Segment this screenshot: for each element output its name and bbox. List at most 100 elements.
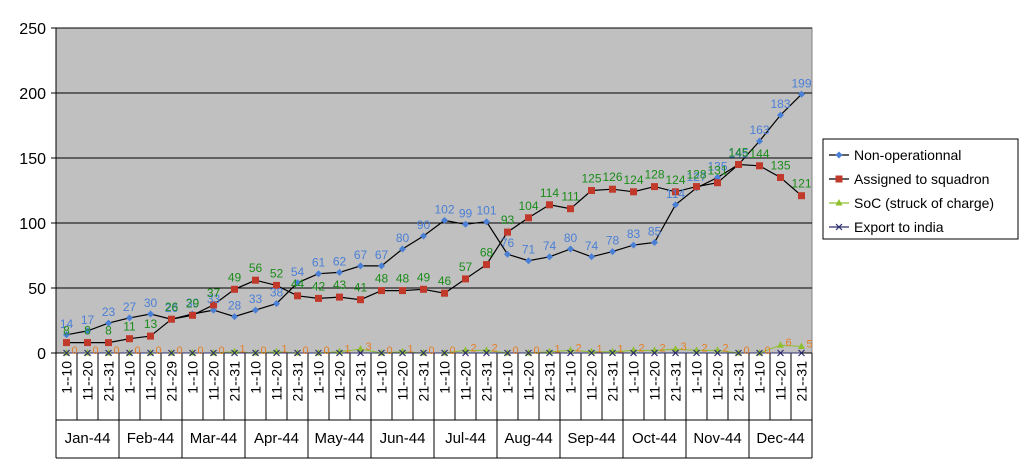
data-point-assigned — [357, 296, 364, 304]
data-point-export — [756, 349, 763, 357]
data-point-export — [147, 349, 154, 357]
data-label-non-operational: 80 — [564, 231, 578, 245]
data-point-assigned — [399, 287, 406, 295]
data-label-non-operational: 76 — [501, 236, 515, 250]
data-point-non-operational — [336, 268, 343, 276]
data-point-assigned — [126, 335, 133, 343]
data-point-assigned — [756, 162, 763, 170]
month-label: Aug-44 — [504, 430, 552, 447]
data-label-non-operational: 78 — [606, 234, 620, 248]
data-point-assigned — [147, 332, 154, 340]
x-tick-label: 11--20 — [773, 361, 789, 401]
data-label-assigned: 49 — [417, 270, 431, 284]
data-point-export — [315, 349, 322, 357]
data-label-assigned: 124 — [623, 173, 643, 187]
legend-label: Export to india — [854, 219, 944, 235]
data-label-soc: 0 — [135, 345, 141, 357]
data-point-assigned — [651, 183, 658, 191]
data-point-soc — [357, 345, 364, 352]
data-label-assigned: 56 — [249, 261, 263, 275]
data-label-non-operational: 135 — [707, 160, 727, 174]
data-point-export — [693, 349, 700, 357]
data-point-assigned — [672, 188, 679, 196]
month-label: Sep-44 — [567, 430, 615, 447]
data-point-export — [483, 349, 490, 357]
data-point-export — [357, 349, 364, 357]
data-point-export — [336, 349, 343, 357]
data-label-assigned: 126 — [602, 170, 622, 184]
data-point-assigned — [525, 214, 532, 222]
x-tick-label: 11--20 — [521, 361, 537, 401]
data-label-non-operational: 54 — [291, 265, 305, 279]
data-label-non-operational: 101 — [476, 204, 496, 218]
data-label-non-operational: 183 — [770, 97, 790, 111]
data-point-assigned — [609, 185, 616, 193]
y-tick-label: 150 — [19, 151, 46, 168]
y-tick-label: 200 — [19, 86, 46, 103]
data-point-non-operational — [588, 253, 595, 261]
data-label-assigned: 37 — [207, 286, 221, 300]
data-label-soc: 5 — [807, 339, 813, 351]
legend-marker-export — [835, 223, 843, 231]
data-label-soc: 0 — [177, 345, 183, 357]
data-point-export — [714, 349, 721, 357]
data-label-assigned: 42 — [312, 279, 326, 293]
data-label-non-operational: 14 — [60, 317, 74, 331]
data-label-non-operational: 74 — [543, 239, 557, 253]
data-point-assigned — [294, 292, 301, 300]
x-tick-label: 11--20 — [584, 361, 600, 401]
data-label-soc: 0 — [429, 345, 435, 357]
legend-marker-soc — [835, 199, 843, 206]
data-point-export — [462, 349, 469, 357]
data-point-soc — [273, 347, 280, 355]
data-point-assigned — [420, 285, 427, 293]
x-tick-label: 11--20 — [80, 361, 96, 401]
data-point-non-operational — [483, 218, 490, 226]
x-tick-label: 1--10 — [437, 361, 453, 394]
data-label-assigned: 8 — [63, 324, 70, 338]
data-point-assigned — [630, 188, 637, 196]
data-point-soc — [546, 347, 553, 355]
legend-marker-assigned — [835, 175, 843, 183]
data-point-export — [420, 349, 427, 357]
data-point-export — [777, 349, 784, 357]
data-label-non-operational: 85 — [648, 225, 662, 239]
data-label-assigned: 46 — [438, 274, 452, 288]
data-point-assigned — [735, 161, 742, 168]
data-point-export — [651, 349, 658, 357]
x-tick-label: 1--10 — [752, 361, 768, 394]
x-tick-label: 1--10 — [689, 361, 705, 394]
month-label: Feb-44 — [127, 430, 175, 447]
data-point-soc — [777, 341, 784, 348]
data-label-non-operational: 90 — [417, 218, 431, 232]
data-label-soc: 1 — [240, 344, 246, 356]
data-point-export — [84, 349, 91, 357]
data-point-non-operational — [63, 331, 70, 339]
data-label-soc: 1 — [618, 344, 624, 356]
data-label-soc: 0 — [261, 345, 267, 357]
data-point-assigned — [63, 339, 70, 347]
data-label-assigned: 48 — [375, 272, 389, 286]
data-point-soc — [231, 347, 238, 355]
data-point-assigned — [336, 293, 343, 301]
data-point-non-operational — [756, 137, 763, 145]
x-tick-label: 21--31 — [479, 361, 495, 402]
data-label-assigned: 114 — [540, 186, 559, 200]
month-label: Mar-44 — [190, 430, 238, 447]
data-point-export — [231, 349, 238, 357]
data-point-assigned — [84, 339, 91, 347]
data-point-non-operational — [126, 314, 133, 322]
data-point-assigned — [168, 315, 175, 323]
data-point-non-operational — [462, 220, 469, 228]
data-point-non-operational — [777, 111, 784, 119]
data-point-soc — [672, 345, 679, 352]
data-point-non-operational — [609, 248, 616, 256]
data-point-export — [567, 349, 574, 357]
data-point-non-operational — [378, 262, 385, 270]
data-point-assigned — [798, 192, 805, 200]
data-label-non-operational: 26 — [165, 301, 179, 315]
x-tick-label: 1--10 — [374, 361, 390, 394]
data-point-non-operational — [84, 327, 91, 335]
data-label-soc: 1 — [345, 344, 351, 356]
